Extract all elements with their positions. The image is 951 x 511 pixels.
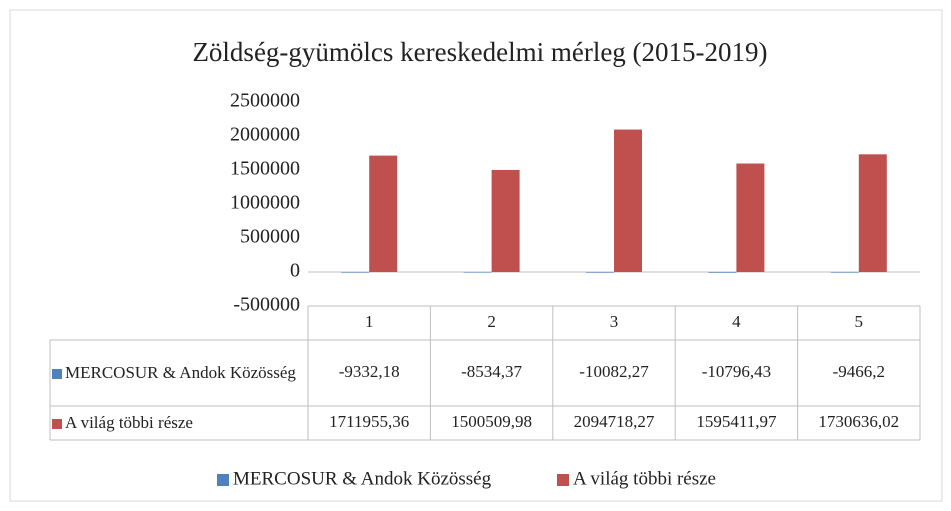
- x-tick-label: 2: [487, 312, 496, 331]
- bar: [463, 272, 492, 273]
- chart-title: Zöldség-gyümölcs kereskedelmi mérleg (20…: [192, 37, 767, 67]
- y-tick-label: 0: [290, 260, 300, 282]
- legend-key: [217, 474, 229, 486]
- bar: [614, 129, 642, 272]
- row-header-text: A világ többi része: [65, 413, 193, 433]
- chart-frame: [9, 9, 943, 502]
- y-tick-label: 2000000: [230, 124, 300, 146]
- bar: [830, 272, 859, 273]
- y-tick-label: 1500000: [230, 158, 300, 180]
- x-tick-label: 1: [365, 312, 374, 331]
- table-value: -9332,18: [339, 362, 400, 381]
- bar: [858, 154, 887, 272]
- y-tick-label: 500000: [240, 226, 300, 248]
- legend-label: MERCOSUR & Andok Közösség: [233, 468, 492, 489]
- y-tick-label: -500000: [233, 294, 300, 316]
- row-legend-key: [52, 419, 62, 430]
- legend-key: [557, 474, 569, 486]
- row-legend-key: [52, 369, 62, 380]
- table-value: 1595411,97: [696, 412, 777, 431]
- bar: [708, 272, 737, 273]
- row-header-content: MERCOSUR & Andok Közösség: [52, 364, 296, 382]
- row-header: MERCOSUR & Andok Közösség: [52, 340, 304, 406]
- table-value: 1711955,36: [329, 412, 409, 431]
- table-value: -10082,27: [579, 362, 649, 381]
- table-value: -10796,43: [702, 362, 771, 381]
- x-tick-label: 3: [610, 312, 619, 331]
- row-header-label: A világ többi része: [52, 406, 304, 440]
- row-header-text: MERCOSUR & Andok Közösség: [65, 363, 296, 383]
- bar: [736, 163, 765, 272]
- bar: [491, 169, 520, 272]
- table-value: -8534,37: [461, 362, 522, 381]
- legend-label: A világ többi része: [573, 468, 716, 489]
- bar: [341, 272, 370, 273]
- x-tick-label: 5: [855, 312, 864, 331]
- bar: [369, 155, 398, 272]
- table-value: -9466,2: [833, 362, 885, 381]
- row-header: A világ többi része: [52, 406, 304, 440]
- bar: [586, 272, 614, 273]
- y-tick-label: 2500000: [230, 90, 300, 112]
- table-value: 1730636,02: [818, 412, 899, 431]
- table-value: 1500509,98: [451, 412, 532, 431]
- row-header-label: MERCOSUR & Andok Közösség: [52, 340, 304, 406]
- x-tick-label: 4: [732, 312, 741, 331]
- row-header-content: A világ többi része: [52, 414, 193, 432]
- y-tick-label: 1000000: [230, 192, 300, 214]
- table-value: 2094718,27: [574, 412, 655, 431]
